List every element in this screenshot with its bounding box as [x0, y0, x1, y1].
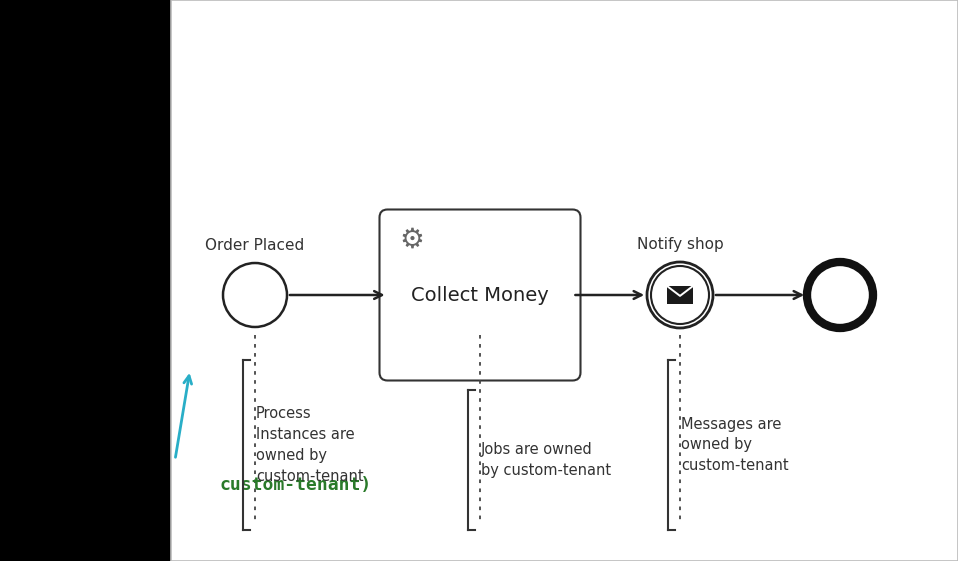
- Text: Messages are
owned by
custom-tenant: Messages are owned by custom-tenant: [681, 416, 788, 473]
- Circle shape: [651, 266, 709, 324]
- Circle shape: [223, 263, 287, 327]
- Text: Collect Money: Collect Money: [411, 286, 549, 305]
- Text: Notify shop: Notify shop: [637, 237, 723, 252]
- Text: ⚙: ⚙: [399, 226, 424, 254]
- Text: Jobs are owned
by custom-tenant: Jobs are owned by custom-tenant: [481, 442, 611, 478]
- Text: Order Placed: Order Placed: [205, 238, 305, 253]
- Circle shape: [647, 262, 713, 328]
- FancyBboxPatch shape: [379, 209, 581, 380]
- Bar: [667, 286, 693, 304]
- Circle shape: [807, 262, 873, 328]
- Text: Process
Instances are
owned by
custom-tenant: Process Instances are owned by custom-te…: [256, 406, 364, 484]
- Bar: [171, 0, 958, 561]
- Text: custom-tenant): custom-tenant): [220, 476, 373, 494]
